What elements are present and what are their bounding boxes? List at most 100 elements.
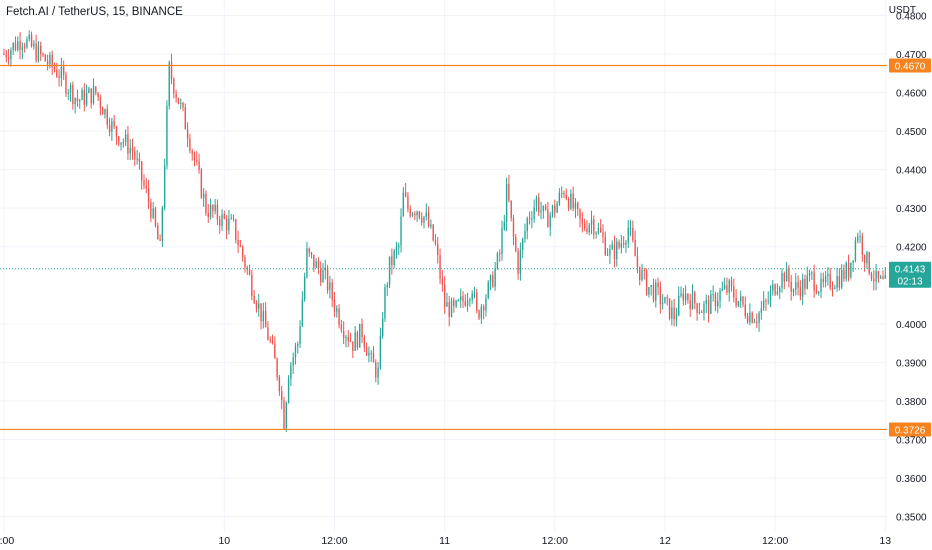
candle-body [526, 218, 528, 232]
candle-body [147, 188, 150, 203]
candle-body [877, 271, 880, 279]
time-tick-label: 0:00 [0, 535, 14, 547]
candle-body [799, 287, 802, 297]
candle-body [228, 218, 230, 231]
candle-body [574, 202, 577, 209]
candle-body [485, 297, 487, 311]
candle-body [51, 54, 53, 67]
candle-body [115, 126, 118, 137]
candle-body [437, 243, 439, 256]
candle-body [423, 216, 425, 223]
candle-body [604, 237, 606, 255]
candle-body [873, 279, 875, 282]
candle-body [342, 330, 345, 339]
candle-body [639, 266, 641, 280]
candle-body [634, 240, 636, 257]
candle-body [177, 97, 180, 104]
candle-body [866, 252, 868, 264]
candle-body [331, 282, 333, 300]
candle-body [99, 97, 102, 108]
candle-body [97, 92, 99, 98]
candle-body [182, 102, 184, 108]
candle-body [198, 161, 200, 170]
candle-body [359, 323, 361, 348]
candle-body [81, 89, 83, 100]
last-price-badge [889, 261, 931, 288]
candle-body [753, 321, 756, 323]
candle-body [170, 62, 173, 79]
candle-body [813, 272, 815, 291]
candle-body [44, 54, 47, 62]
candle-body [675, 315, 678, 320]
candle-body [12, 42, 14, 51]
candle-body [769, 290, 772, 301]
candle-body [72, 85, 74, 104]
candle-body [340, 324, 343, 331]
candle-body [843, 269, 845, 279]
candle-body [122, 141, 125, 143]
candle-body [515, 236, 517, 251]
candle-body [67, 92, 69, 94]
candle-body [696, 303, 698, 313]
candle-body [779, 287, 781, 292]
candle-body [528, 218, 531, 220]
symbol-title: Fetch.AI / TetherUS, 15, BINANCE [6, 6, 183, 18]
candle-body [733, 286, 735, 298]
candle-body [225, 218, 228, 231]
candle-body [723, 285, 726, 289]
candle-body [834, 287, 836, 289]
candle-body [446, 302, 448, 307]
candle-body [370, 352, 372, 354]
price-tick-label: 0.4800 [896, 11, 927, 22]
candle-body [404, 192, 407, 197]
candle-body [90, 88, 92, 104]
candle-body [797, 282, 799, 288]
candle-body [333, 299, 336, 312]
candle-body [730, 280, 733, 287]
candle-body [852, 260, 854, 263]
candle-body [597, 227, 600, 233]
candle-body [664, 297, 666, 304]
candle-body [641, 269, 643, 280]
candle-body [453, 300, 455, 307]
candle-body [232, 218, 235, 220]
candle-body [393, 250, 395, 266]
candle-body [682, 293, 685, 301]
candle-body [271, 340, 274, 344]
price-tick-label: 0.3500 [896, 513, 927, 524]
candle-body [703, 303, 705, 313]
candle-body [492, 275, 494, 287]
candle-body [650, 284, 652, 287]
candle-body [388, 256, 391, 286]
candle-body [487, 282, 489, 298]
candle-body [221, 214, 223, 226]
candle-body [556, 203, 558, 213]
candle-body [565, 194, 567, 199]
candle-body [35, 43, 37, 61]
level-price-badge [889, 422, 931, 437]
horizontal-lines [0, 64, 887, 431]
candle-body [363, 337, 366, 348]
candle-body [400, 216, 402, 246]
candle-body [758, 312, 760, 323]
candle-body [5, 54, 7, 58]
candle-body [721, 288, 724, 291]
candle-body [666, 297, 668, 299]
candle-body [414, 213, 416, 216]
price-tick-label: 0.4400 [896, 166, 927, 177]
candle-body [235, 219, 237, 241]
candle-body [237, 240, 239, 246]
candle-body [267, 327, 269, 340]
candle-body [191, 150, 193, 154]
candle-body [611, 244, 613, 250]
candle-body [622, 243, 625, 245]
candle-body [347, 336, 349, 341]
candle-body [510, 200, 512, 219]
candle-body [152, 208, 154, 218]
price-axis[interactable]: 0.4800 0.4700 0.4600 0.4500 0.4400 0.4300 0.42… [896, 11, 927, 523]
candle-body [606, 254, 609, 256]
candle-body [776, 291, 779, 295]
candle-body [28, 34, 30, 40]
